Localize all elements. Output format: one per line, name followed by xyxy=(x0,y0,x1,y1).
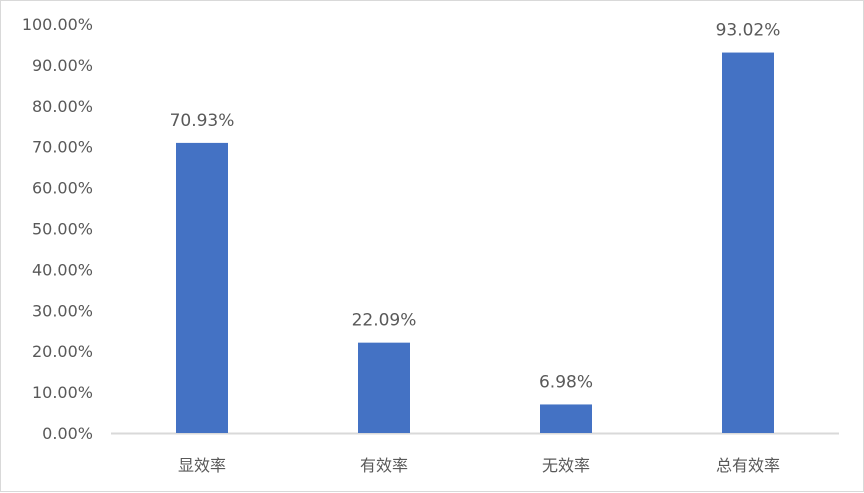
data-label: 93.02% xyxy=(716,21,781,41)
y-tick-label: 20.00% xyxy=(32,342,93,361)
y-tick-label: 80.00% xyxy=(32,97,93,116)
y-tick-label: 60.00% xyxy=(32,179,93,198)
bar-3 xyxy=(540,404,592,433)
y-tick-label: 30.00% xyxy=(32,301,93,320)
bar-2 xyxy=(358,342,410,433)
data-label: 70.93% xyxy=(170,111,235,131)
y-tick-label: 100.00% xyxy=(22,15,93,34)
y-tick-label: 50.00% xyxy=(32,220,93,239)
x-tick-label: 总有效率 xyxy=(716,456,780,475)
y-tick-label: 40.00% xyxy=(32,260,93,279)
data-label: 6.98% xyxy=(539,372,593,392)
x-tick-label: 有效率 xyxy=(360,456,408,475)
bar-1 xyxy=(176,142,228,433)
bar-4 xyxy=(722,52,774,434)
data-label: 22.09% xyxy=(352,311,417,331)
y-tick-label: 70.00% xyxy=(32,138,93,157)
x-tick-label: 无效率 xyxy=(542,456,590,475)
x-tick-label: 显效率 xyxy=(178,456,226,475)
y-tick-label: 10.00% xyxy=(32,383,93,402)
y-tick-label: 0.00% xyxy=(42,424,93,443)
y-tick-label: 90.00% xyxy=(32,56,93,75)
